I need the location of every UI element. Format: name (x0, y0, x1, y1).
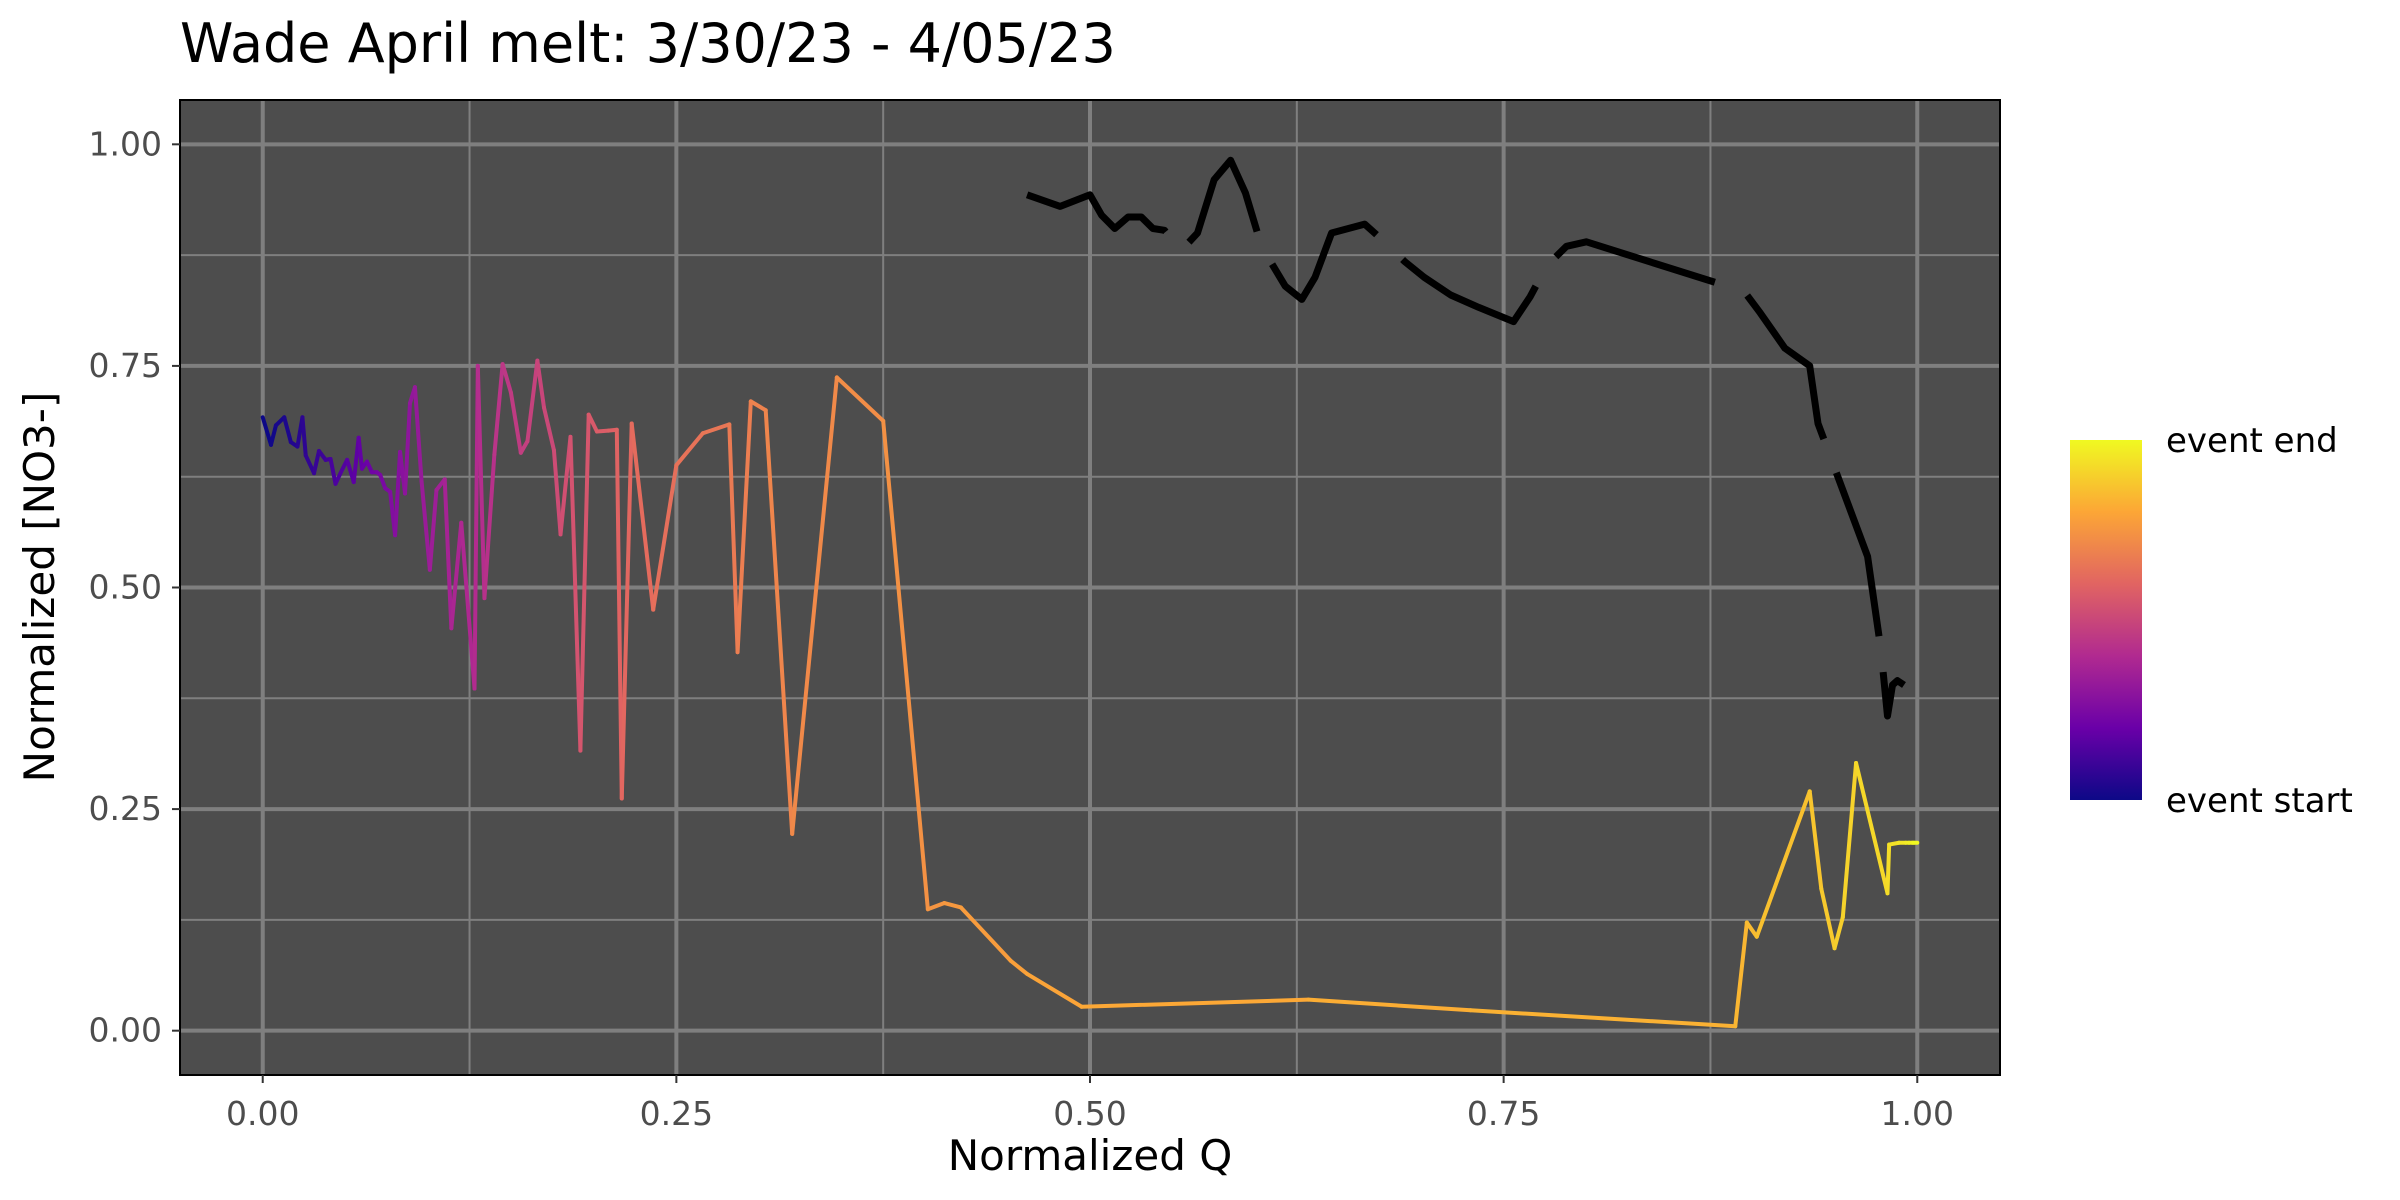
x-axis-title: Normalized Q (948, 1131, 1233, 1180)
series-gradient-segment-58 (727, 422, 740, 655)
series-gradient-segment-49 (586, 412, 599, 434)
series-gradient-segment-45 (551, 448, 563, 537)
grid-major (180, 100, 2000, 1075)
series-gradient-segment-29 (419, 479, 432, 572)
x-tick-label-2: 0.50 (1053, 1094, 1126, 1133)
series-gradient-segment-80 (1854, 761, 1890, 896)
series-gradient-segment-73 (1733, 920, 1749, 1029)
series-gradient-segment-37 (482, 452, 497, 601)
series-gradient-segment-28 (412, 385, 424, 484)
legend-label-start: event start (2166, 781, 2353, 821)
series-gradient-segment-59 (735, 399, 753, 655)
x-axis-ticks: 0.00 0.25 0.50 0.75 1.00 (226, 1075, 1954, 1133)
series-gradient-segment-44 (542, 405, 556, 453)
legend-label-end: event end (2166, 421, 2338, 461)
y-tick-label-0: 0.00 (89, 1011, 162, 1050)
x-tick-label-1: 0.25 (640, 1094, 713, 1133)
series-gradient-segment-54 (629, 421, 656, 612)
series-gradient-segment-60 (748, 399, 768, 413)
series-gradient-segment-34 (459, 520, 477, 691)
series-gradient-segment-63 (834, 375, 886, 423)
x-tick-label-0: 0.00 (226, 1094, 299, 1133)
series-gradient-segment-65 (925, 901, 947, 912)
series-gradient-segment-33 (449, 520, 464, 631)
series-gradient-segment-72 (1468, 1008, 1738, 1029)
y-tick-label-3: 0.75 (89, 346, 162, 385)
chart-title: Wade April melt: 3/30/23 - 4/05/23 (180, 12, 1116, 75)
series-gradient-segment-21 (378, 472, 388, 491)
series-gradient-segment-38 (492, 362, 505, 457)
series-gradient-segment-39 (500, 362, 513, 395)
series-gradient-segment-41 (518, 439, 530, 455)
x-tick-label-3: 0.75 (1467, 1094, 1540, 1133)
series-gradient-segment-57 (700, 422, 732, 436)
legend-colorbar (2070, 440, 2142, 800)
series-gradient-segment-70 (1079, 997, 1311, 1009)
series-gradient-segment-3 (282, 415, 293, 445)
series-gradient-segment-74 (1744, 920, 1759, 939)
series-gradient-segment-55 (651, 463, 679, 612)
y-axis-title: Normalized [NO3-] (15, 392, 64, 783)
series-gradient-segment-81 (1885, 842, 1892, 896)
y-tick-label-1: 0.25 (89, 789, 162, 828)
series-gradient-segment-42 (525, 358, 540, 444)
series-gradient-segment-76 (1807, 789, 1824, 891)
series-gradient-segment-64 (881, 418, 930, 912)
series-gradient-segment-40 (508, 390, 523, 455)
y-tick-label-4: 1.00 (89, 124, 162, 163)
x-tick-label-4: 1.00 (1881, 1094, 1954, 1133)
series-gradient-segment-24 (393, 449, 403, 538)
series-gradient-segment-79 (1840, 761, 1859, 920)
series-layer (260, 156, 1920, 1029)
series-gradient-segment-78 (1832, 915, 1845, 951)
series-gradient-segment-6 (300, 415, 308, 458)
series-gradient-segment-62 (790, 375, 839, 836)
series-gradient-segment-77 (1819, 886, 1837, 951)
series-black-dashed-line (1025, 156, 1906, 720)
series-gradient-segment-69 (1025, 971, 1084, 1009)
series-gradient-segment-52 (614, 427, 624, 801)
series-gradient-segment-48 (578, 412, 591, 753)
series-gradient-segment-47 (568, 434, 583, 753)
legend: event end event start (2070, 421, 2353, 821)
series-gradient-segment-30 (427, 488, 439, 572)
series-gradient-segment-32 (442, 477, 454, 631)
series-gradient-line (260, 358, 1920, 1029)
series-gradient-segment-61 (763, 408, 795, 836)
series-gradient-segment-1 (269, 423, 278, 447)
series-gradient-segment-67 (958, 905, 1013, 963)
series-gradient-segment-53 (619, 421, 634, 801)
series-gradient-segment-46 (558, 434, 573, 537)
series-gradient-segment-26 (403, 401, 412, 496)
series-gradient-segment-36 (475, 363, 487, 601)
series-gradient-segment-35 (472, 363, 480, 691)
series-gradient-segment-71 (1306, 997, 1473, 1013)
series-gradient-segment-66 (942, 901, 963, 910)
y-axis-ticks: 0.00 0.25 0.50 0.75 1.00 (89, 124, 180, 1050)
series-gradient-segment-11 (328, 456, 338, 486)
series-gradient-segment-43 (535, 358, 546, 410)
series-gradient-segment-56 (674, 431, 705, 468)
series-gradient-segment-16 (356, 435, 364, 471)
series-gradient-segment-8 (312, 449, 321, 476)
series-gradient-segment-75 (1754, 789, 1812, 939)
series-gradient-segment-68 (1008, 958, 1030, 976)
series-gradient-segment-0 (260, 415, 273, 447)
y-tick-label-2: 0.50 (89, 568, 162, 607)
